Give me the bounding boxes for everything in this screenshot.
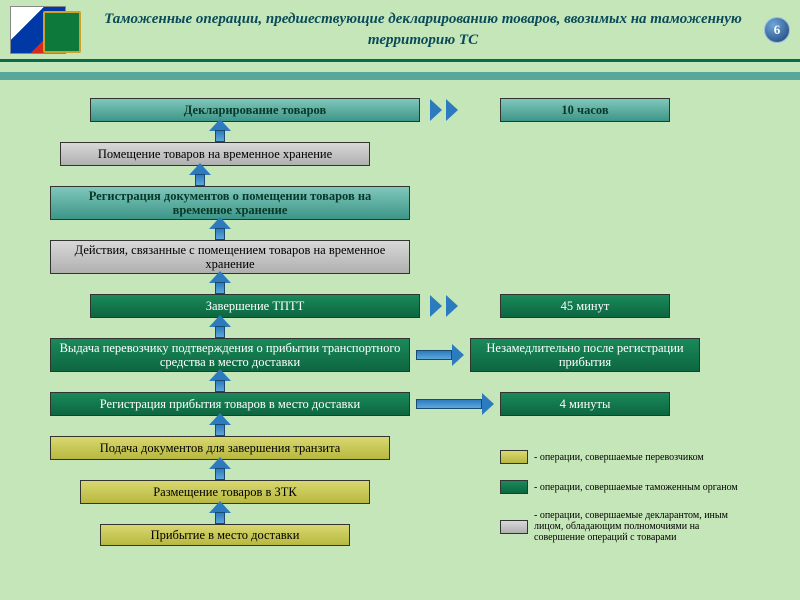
decorative-band bbox=[0, 72, 800, 80]
slide-number-badge: 6 bbox=[764, 17, 790, 43]
flow-box: Помещение товаров на временное хранение bbox=[60, 142, 370, 166]
header: Таможенные операции, предшествующие декл… bbox=[0, 0, 800, 62]
legend-label: - операции, совершаемые декларантом, ины… bbox=[534, 510, 744, 543]
emblem-icon bbox=[10, 6, 66, 54]
legend-label: - операции, совершаемые таможенным орган… bbox=[534, 482, 738, 493]
legend-item: - операции, совершаемые таможенным орган… bbox=[500, 480, 738, 494]
flow-box: Прибытие в место доставки bbox=[100, 524, 350, 546]
legend-item: - операции, совершаемые декларантом, ины… bbox=[500, 510, 744, 543]
page-title: Таможенные операции, предшествующие декл… bbox=[66, 9, 764, 50]
flow-box: 45 минут bbox=[500, 294, 670, 318]
flow-box: Регистрация документов о помещении товар… bbox=[50, 186, 410, 220]
flow-box: Декларирование товаров bbox=[90, 98, 420, 122]
legend-swatch bbox=[500, 450, 528, 464]
legend-label: - операции, совершаемые перевозчиком bbox=[534, 452, 704, 463]
diagram-area: Декларирование товаров 10 часов Помещение … bbox=[0, 90, 800, 600]
flow-box: Незамедлительно после регистрации прибыт… bbox=[470, 338, 700, 372]
flow-box: Действия, связанные с помещением товаров… bbox=[50, 240, 410, 274]
legend-swatch bbox=[500, 520, 528, 534]
legend-item: - операции, совершаемые перевозчиком bbox=[500, 450, 704, 464]
flow-box: Завершение ТПТТ bbox=[90, 294, 420, 318]
legend-swatch bbox=[500, 480, 528, 494]
flow-box: 4 минуты bbox=[500, 392, 670, 416]
flow-box: Выдача перевозчику подтверждения о прибы… bbox=[50, 338, 410, 372]
flow-box: 10 часов bbox=[500, 98, 670, 122]
